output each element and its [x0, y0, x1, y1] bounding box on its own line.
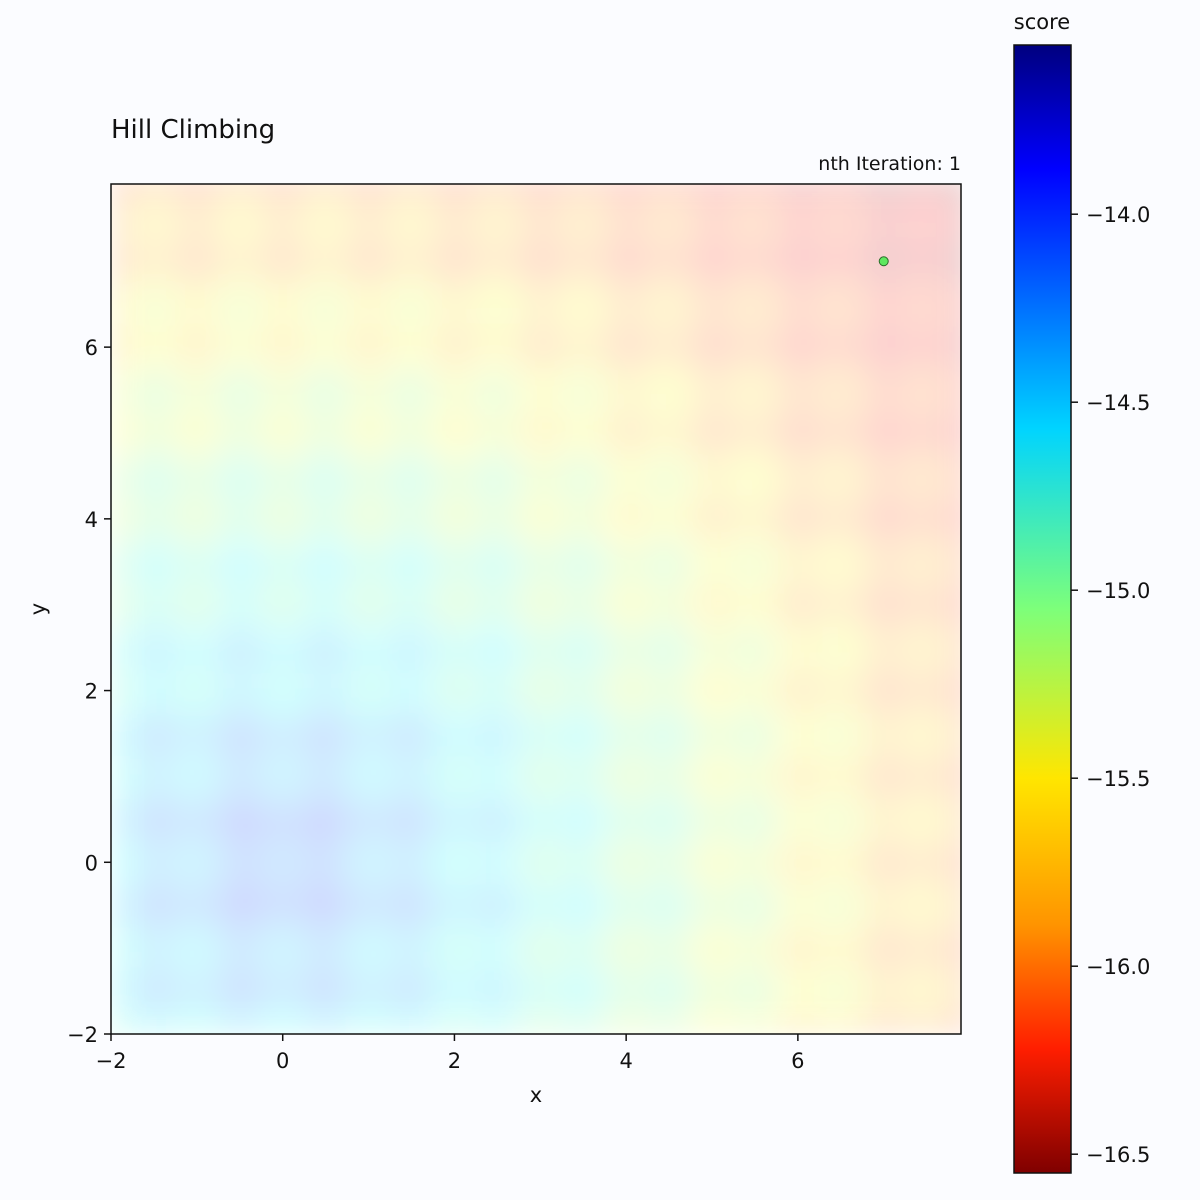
- colorbar-ticks: −14.0 −14.5 −15.0 −15.5 −16.0 −16.5: [1071, 203, 1150, 1167]
- chart-title: Hill Climbing: [111, 115, 275, 145]
- x-axis-label: x: [530, 1083, 542, 1107]
- colorbar-tick-label: −15.0: [1086, 579, 1150, 603]
- search-point: [878, 256, 889, 267]
- x-tick-label: 0: [276, 1049, 289, 1073]
- plot-frame: [110, 183, 962, 1035]
- x-tick-label: −2: [96, 1049, 127, 1073]
- chart-subtitle: nth Iteration: 1: [818, 153, 961, 175]
- y-tick-label: 6: [85, 336, 98, 360]
- heatmap-surface: [111, 184, 961, 1034]
- search-points: [878, 256, 889, 267]
- colorbar-gradient: [1013, 44, 1072, 1174]
- y-tick-label: −2: [67, 1023, 98, 1047]
- y-tick-label: 4: [85, 508, 98, 532]
- x-tick-label: 6: [791, 1049, 804, 1073]
- y-tick-label: 2: [85, 680, 98, 704]
- y-axis-ticks: −2 0 2 4 6: [67, 336, 111, 1047]
- colorbar-tick-label: −16.0: [1086, 955, 1150, 979]
- colorbar-tick-label: −14.5: [1086, 391, 1150, 415]
- colorbar-tick-label: −15.5: [1086, 767, 1150, 791]
- x-tick-label: 4: [619, 1049, 632, 1073]
- y-tick-label: 0: [85, 851, 98, 875]
- x-axis-ticks: −2 0 2 4 6: [96, 1034, 805, 1073]
- colorbar: score −14.0 −14.5 −15.0 −15.5 −16.0 −16.5: [1013, 10, 1150, 1174]
- colorbar-tick-label: −14.0: [1086, 203, 1150, 227]
- y-axis-label: y: [26, 603, 50, 615]
- plot-area: [110, 183, 962, 1035]
- colorbar-tick-label: −16.5: [1086, 1143, 1150, 1167]
- x-tick-label: 2: [448, 1049, 461, 1073]
- colorbar-label: score: [1014, 10, 1070, 34]
